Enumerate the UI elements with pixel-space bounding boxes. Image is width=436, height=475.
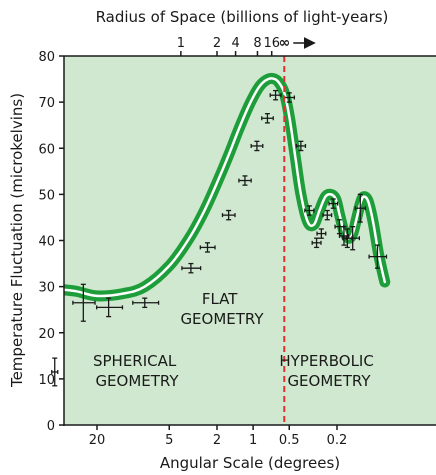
y-tick-label: 30 bbox=[38, 281, 55, 296]
top-infinity-label: ∞ bbox=[278, 35, 290, 51]
data-point bbox=[311, 237, 322, 249]
data-point bbox=[250, 140, 264, 152]
x-tick-label: 1 bbox=[249, 433, 257, 448]
top-tick-label: 2 bbox=[213, 36, 221, 51]
data-point bbox=[322, 209, 333, 221]
data-points-layer bbox=[51, 89, 388, 387]
data-point bbox=[181, 262, 202, 274]
data-point bbox=[51, 357, 59, 387]
spherical-geometry-label-line2: GEOMETRY bbox=[95, 372, 179, 390]
spherical-geometry-label-line1: SPHERICAL bbox=[93, 352, 177, 370]
hyperbolic-geometry-label-line2: GEOMETRY bbox=[287, 372, 371, 390]
x-tick-label: 0.2 bbox=[327, 433, 348, 448]
x-tick-label: 0.5 bbox=[279, 433, 300, 448]
data-point bbox=[368, 244, 388, 269]
y-tick-label: 50 bbox=[38, 188, 55, 203]
x-axis-title: Angular Scale (degrees) bbox=[160, 454, 340, 472]
hyperbolic-geometry-label: HYPERBOLIC GEOMETRY bbox=[279, 352, 378, 390]
y-tick-label: 80 bbox=[38, 50, 55, 65]
y-tick-label: 40 bbox=[38, 235, 55, 250]
y-tick-label: 10 bbox=[38, 373, 55, 388]
top-tick-label: 1 bbox=[177, 36, 185, 51]
data-point bbox=[304, 205, 315, 216]
data-point bbox=[261, 113, 274, 124]
data-point bbox=[238, 175, 252, 186]
top-tick-label: 4 bbox=[231, 36, 239, 51]
y-axis-title: Temperature Fluctuation (microkelvins) bbox=[8, 93, 26, 388]
data-point bbox=[72, 283, 96, 322]
data-point bbox=[328, 198, 339, 209]
y-tick-label: 60 bbox=[38, 142, 55, 157]
model-curve-layer bbox=[64, 72, 391, 302]
model-curve-inner bbox=[64, 77, 387, 298]
hyperbolic-geometry-label-line1: HYPERBOLIC bbox=[279, 352, 373, 370]
y-tick-label: 0 bbox=[47, 419, 55, 434]
y-tick-label: 70 bbox=[38, 96, 55, 111]
data-point bbox=[132, 297, 160, 309]
data-point bbox=[354, 193, 366, 223]
x-tick-label: 2 bbox=[213, 433, 221, 448]
data-point bbox=[269, 89, 282, 101]
data-point bbox=[316, 228, 327, 239]
top-axis-title: Radius of Space (billions of light-years… bbox=[96, 8, 389, 26]
x-tick-label: 20 bbox=[89, 433, 106, 448]
data-point bbox=[96, 297, 124, 318]
x-tick-label: 5 bbox=[165, 433, 173, 448]
flat-geometry-label-line1: FLAT bbox=[202, 290, 238, 308]
flat-geometry-label-line2: GEOMETRY bbox=[180, 310, 264, 328]
data-point bbox=[345, 226, 360, 251]
top-tick-label: 8 bbox=[253, 36, 261, 51]
data-point bbox=[283, 92, 296, 103]
data-point bbox=[221, 209, 236, 221]
data-point bbox=[295, 140, 307, 152]
flat-geometry-label: FLAT GEOMETRY bbox=[180, 290, 264, 328]
top-tick-label: 16 bbox=[263, 36, 280, 51]
data-point bbox=[199, 242, 216, 253]
y-tick-label: 20 bbox=[38, 327, 55, 342]
spherical-geometry-label: SPHERICAL GEOMETRY bbox=[93, 352, 181, 390]
data-point bbox=[338, 226, 350, 246]
